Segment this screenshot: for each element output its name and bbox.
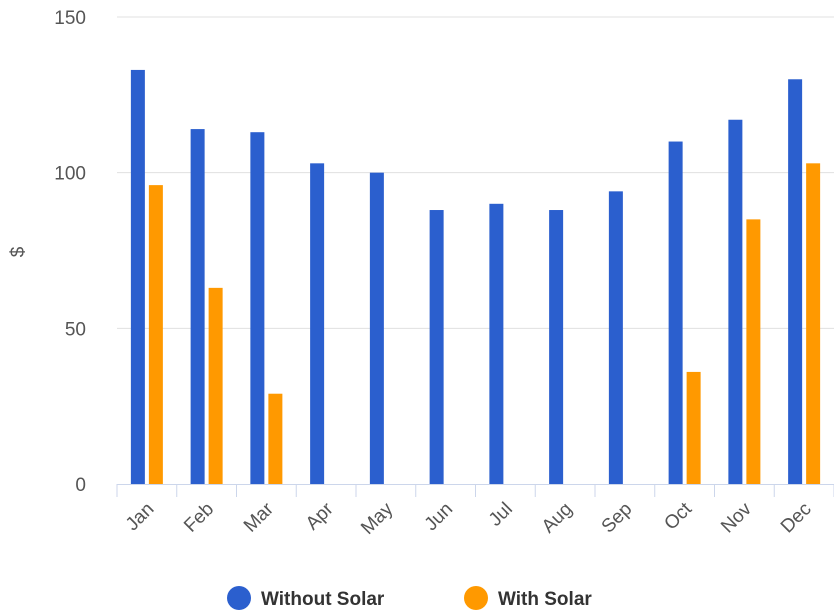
bar-without-solar-apr (310, 163, 325, 484)
y-tick-label: 100 (54, 164, 86, 185)
x-tick-label: Apr (302, 498, 338, 534)
y-axis-ticks: 0 50 100 150 (54, 8, 86, 496)
legend-swatch (464, 586, 488, 610)
bar-without-solar-jun (429, 210, 444, 484)
y-tick-label: 150 (54, 8, 86, 29)
bar-with-solar-nov (746, 219, 761, 484)
bar-without-solar-sep (608, 191, 623, 484)
bar-without-solar-feb (190, 129, 205, 484)
bar-with-solar-feb (208, 287, 223, 484)
bars (130, 69, 821, 485)
bar-without-solar-dec (788, 79, 803, 485)
x-tick-label: Jun (421, 499, 458, 536)
x-tick-label: Oct (660, 498, 696, 534)
legend: Without Solar With Solar (227, 586, 592, 610)
x-tick-label: May (357, 498, 398, 539)
x-tick-label: Mar (240, 498, 278, 536)
x-tick-label: Dec (777, 499, 816, 538)
bar-without-solar-jul (489, 203, 504, 485)
bar-with-solar-jan (148, 185, 163, 484)
bar-without-solar-mar (250, 132, 265, 484)
x-tick-label: Nov (717, 498, 756, 537)
bar-with-solar-oct (686, 371, 701, 484)
bar-without-solar-aug (549, 210, 564, 484)
x-axis: Jan Feb Mar Apr May Jun Jul Aug Sep Oct Nov Dec (116, 484, 834, 539)
legend-swatch (227, 586, 251, 610)
x-tick-label: Jul (485, 499, 517, 531)
bar-without-solar-may (369, 172, 384, 484)
bar-without-solar-jan (130, 69, 145, 484)
x-tick-label: Jan (122, 499, 159, 536)
bar-with-solar-dec (806, 163, 821, 484)
y-axis-label: $ (8, 246, 29, 257)
x-tick-label: Sep (598, 499, 637, 538)
gridlines (117, 16, 834, 329)
x-tick-label: Aug (538, 499, 577, 538)
y-tick-label: 0 (75, 475, 86, 496)
bar-without-solar-nov (728, 119, 743, 485)
x-tick-label: Feb (180, 499, 218, 537)
bar-with-solar-mar (268, 393, 283, 484)
legend-label: Without Solar (261, 589, 385, 610)
legend-label: With Solar (498, 589, 592, 610)
y-tick-label: 50 (65, 319, 86, 340)
bar-without-solar-oct (668, 141, 683, 485)
